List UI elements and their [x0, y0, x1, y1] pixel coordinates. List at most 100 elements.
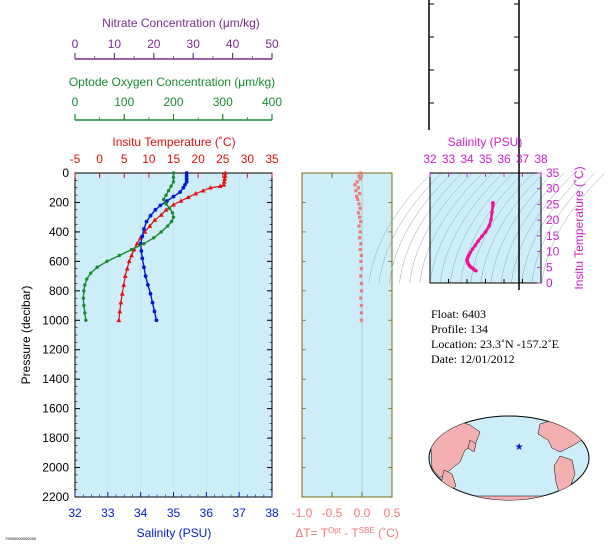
oxygen-point — [164, 202, 168, 206]
oxygen-point — [165, 224, 170, 228]
temperature-point — [221, 182, 227, 187]
oxygen-point — [166, 188, 171, 193]
temperature-point — [134, 241, 140, 246]
oxygen-point — [142, 241, 146, 246]
oxygen-tick-label: 0 — [72, 95, 79, 109]
delta-t-point — [359, 296, 363, 300]
salinity-point — [181, 185, 186, 190]
pressure-tick-label: 2000 — [42, 461, 69, 475]
oxygen-point — [169, 184, 173, 188]
salinity-tick-label: 35 — [167, 506, 181, 520]
ts-isopycnal — [439, 172, 504, 284]
ts-point — [491, 204, 495, 208]
delta-t-tick-label: -0.5 — [322, 506, 343, 520]
profile-panel: Nitrate Concentration (μm/kg) 0 10 20 30 40 5… — [19, 16, 282, 540]
temperature-point — [222, 170, 228, 175]
ts-curve — [465, 201, 495, 273]
salinity-point — [153, 207, 158, 212]
oxygen-line — [82, 173, 175, 321]
temperature-point — [221, 179, 227, 184]
temperature-point — [152, 217, 158, 222]
ts-isopycnal — [368, 172, 432, 284]
salinity-point — [184, 174, 189, 178]
delta-t-point — [358, 177, 362, 181]
salinity-point — [142, 265, 146, 270]
temperature-tick-label: 30 — [241, 152, 255, 166]
oxygen-point — [164, 193, 168, 197]
ts-point — [491, 201, 495, 205]
temperature-point — [116, 317, 122, 323]
salinity-point — [178, 190, 182, 195]
delta-t-point — [355, 180, 359, 184]
ts-point — [490, 210, 494, 215]
salinity-point — [142, 227, 146, 231]
delta-t-label-sup1: Opt — [328, 526, 342, 535]
ts-isopycnal — [378, 172, 443, 284]
salinity-point — [165, 199, 169, 203]
ts-isopycnal — [460, 172, 524, 284]
ts-isopycnal — [389, 172, 453, 284]
delta-t-point — [359, 303, 363, 308]
delta-t-point — [358, 236, 362, 240]
footnote-id: 79990000000000 — [5, 536, 37, 541]
oxygen-point — [105, 259, 109, 264]
ts-isopycnal — [399, 172, 463, 284]
oxygen-point — [89, 271, 93, 275]
temperature-point — [222, 173, 228, 178]
oxygen-point — [171, 180, 176, 184]
delta-t-point — [357, 174, 361, 178]
temperature-axis: Insitu Temperature (˚C) -5 0 5 10 15 20 25 30 35 — [70, 135, 279, 178]
ts-isopycnals — [368, 172, 605, 284]
nitrate-axis: Nitrate Concentration (μm/kg) 0 10 20 30 40 5… — [72, 16, 279, 60]
world-map: ★ — [428, 415, 590, 501]
delta-t-point — [356, 186, 360, 190]
temperature-point — [124, 266, 130, 271]
oxygen-point — [117, 253, 122, 258]
ts-isopycnal — [470, 172, 534, 284]
nitrate-tick-label: 50 — [265, 37, 279, 51]
temperature-tick-label: 0 — [96, 152, 103, 166]
delta-t-point — [359, 267, 363, 271]
oxygen-axis-title: Optode Oxygen Concentration (μm/kg) — [69, 75, 275, 89]
ts-isopycnal — [450, 172, 514, 284]
delta-t-label-end: (˚C) — [375, 526, 399, 540]
ts-temperature-tick-label: 20 — [546, 213, 560, 227]
temperature-point — [178, 198, 184, 203]
pressure-axis-title: Pressure (decibar) — [19, 286, 33, 385]
pressure-tick-label: 800 — [49, 284, 69, 298]
ts-point — [468, 250, 473, 255]
delta-t-point — [359, 242, 363, 246]
temperature-point — [117, 308, 123, 314]
oxygen-point — [95, 265, 99, 269]
location: Location: 23.3˚N -157.2˚E — [431, 337, 559, 351]
nitrate-tick-label: 20 — [147, 37, 161, 51]
temperature-point — [126, 258, 132, 264]
pressure-tick-label: 600 — [49, 254, 69, 268]
temperature-point — [147, 223, 153, 228]
temperature-point — [222, 176, 228, 181]
pressure-tick-label: 2200 — [42, 490, 69, 504]
nitrate-axis-title: Nitrate Concentration (μm/kg) — [102, 16, 260, 30]
ts-temperature-title: Insitu Temperature (˚C) — [572, 166, 586, 289]
temperature-point — [119, 291, 125, 296]
delta-t-tick-label: -1.0 — [292, 506, 313, 520]
nitrate-tick-label: 0 — [72, 37, 79, 51]
ts-salinity-tick-label: 37 — [516, 152, 530, 166]
salinity-point — [144, 219, 149, 224]
pressure-tick-label: 1400 — [42, 372, 69, 386]
salinity-axis-title: Salinity (PSU) — [137, 526, 212, 540]
delta-t-label-main: ΔT= T — [295, 526, 328, 540]
temperature-point — [200, 188, 206, 193]
oxygen-point — [161, 197, 166, 202]
temperature-point — [193, 191, 199, 196]
salinity-point — [152, 309, 157, 314]
delta-t-point — [357, 224, 361, 228]
temperature-tick-label: -5 — [70, 152, 81, 166]
salinity-point — [148, 291, 153, 296]
oxygen-tick-label: 400 — [262, 95, 282, 109]
oxygen-point — [167, 206, 172, 211]
salinity-point — [184, 179, 189, 184]
ts-isopycnal — [500, 172, 565, 284]
temperature-tick-label: 15 — [167, 152, 181, 166]
